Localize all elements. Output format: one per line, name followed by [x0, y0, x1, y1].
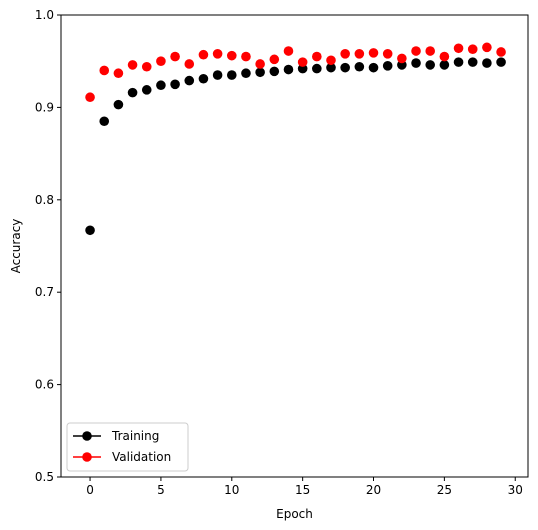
- x-axis-label: Epoch: [276, 507, 313, 521]
- validation-point: [340, 49, 350, 59]
- y-tick-label: 0.8: [35, 193, 54, 207]
- training-point: [113, 99, 124, 110]
- training-point: [156, 80, 166, 91]
- legend-label: Validation: [112, 450, 171, 464]
- validation-point: [241, 51, 251, 62]
- training-point: [382, 61, 393, 71]
- validation-point: [156, 56, 166, 66]
- training-point: [368, 62, 379, 73]
- validation-point: [425, 46, 436, 56]
- training-point: [212, 70, 223, 80]
- training-point: [425, 60, 436, 70]
- validation-point: [439, 51, 450, 62]
- training-point: [170, 79, 180, 90]
- validation-point: [368, 48, 379, 58]
- validation-point: [198, 49, 209, 60]
- legend-marker: [82, 452, 92, 462]
- validation-point: [453, 43, 464, 54]
- x-tick-label: 5: [157, 483, 165, 497]
- training-point: [453, 57, 464, 67]
- validation-point: [255, 59, 265, 69]
- training-point: [411, 58, 421, 68]
- training-point: [99, 116, 110, 127]
- validation-point: [354, 49, 365, 59]
- validation-point: [411, 46, 421, 56]
- validation-point: [283, 46, 294, 56]
- training-point: [439, 60, 450, 70]
- validation-point: [269, 54, 280, 65]
- training-point: [467, 57, 478, 67]
- validation-point: [312, 51, 322, 62]
- validation-point: [141, 61, 152, 72]
- axis-ticks: 0 5 10 15 20 25 30 0.5 0.6 0.7 0.8 0.9 1.0: [35, 8, 523, 497]
- legend-box: [66, 422, 189, 472]
- legend-marker: [82, 431, 92, 441]
- legend-label: Training: [111, 429, 159, 443]
- training-point: [198, 73, 209, 84]
- legend-entry-training: Training: [73, 429, 159, 443]
- series-training: [85, 57, 506, 236]
- validation-point: [85, 92, 95, 103]
- training-point: [312, 63, 322, 74]
- training-point: [255, 67, 265, 78]
- training-point: [283, 64, 294, 75]
- training-point: [482, 58, 492, 68]
- y-tick-label: 1.0: [35, 8, 54, 22]
- validation-point: [382, 49, 393, 59]
- validation-point: [212, 49, 223, 59]
- x-tick-label: 10: [224, 483, 239, 497]
- x-tick-label: 25: [437, 483, 452, 497]
- validation-point: [113, 68, 124, 79]
- validation-point: [226, 50, 237, 61]
- y-tick-label: 0.6: [35, 378, 54, 392]
- validation-point: [170, 51, 180, 62]
- series-validation: [85, 42, 506, 103]
- training-point: [340, 62, 350, 73]
- legend-entry-validation: Validation: [73, 450, 171, 464]
- validation-point: [127, 60, 138, 70]
- x-tick-label: 0: [86, 483, 94, 497]
- training-point: [269, 66, 280, 77]
- training-point: [326, 62, 336, 73]
- training-point: [141, 85, 152, 95]
- validation-point: [326, 55, 336, 66]
- training-point: [496, 57, 506, 67]
- validation-point: [496, 47, 506, 57]
- y-tick-label: 0.9: [35, 100, 54, 114]
- y-tick-label: 0.7: [35, 285, 54, 299]
- series-layer: [85, 42, 506, 236]
- training-point: [241, 68, 251, 79]
- y-tick-label: 0.5: [35, 470, 54, 484]
- training-point: [85, 225, 95, 236]
- validation-point: [467, 44, 478, 54]
- x-tick-label: 20: [366, 483, 381, 497]
- x-tick-label: 15: [295, 483, 310, 497]
- validation-point: [99, 65, 110, 76]
- training-point: [354, 61, 365, 72]
- x-tick-label: 30: [508, 483, 523, 497]
- training-point: [226, 70, 237, 80]
- plot-frame: [60, 14, 529, 478]
- validation-point: [482, 42, 492, 53]
- training-point: [184, 75, 195, 86]
- validation-point: [397, 53, 407, 64]
- validation-point: [184, 59, 195, 69]
- legend: Training Validation: [66, 422, 189, 472]
- training-point: [127, 87, 138, 98]
- y-axis-label: Accuracy: [9, 219, 23, 274]
- validation-point: [297, 57, 308, 67]
